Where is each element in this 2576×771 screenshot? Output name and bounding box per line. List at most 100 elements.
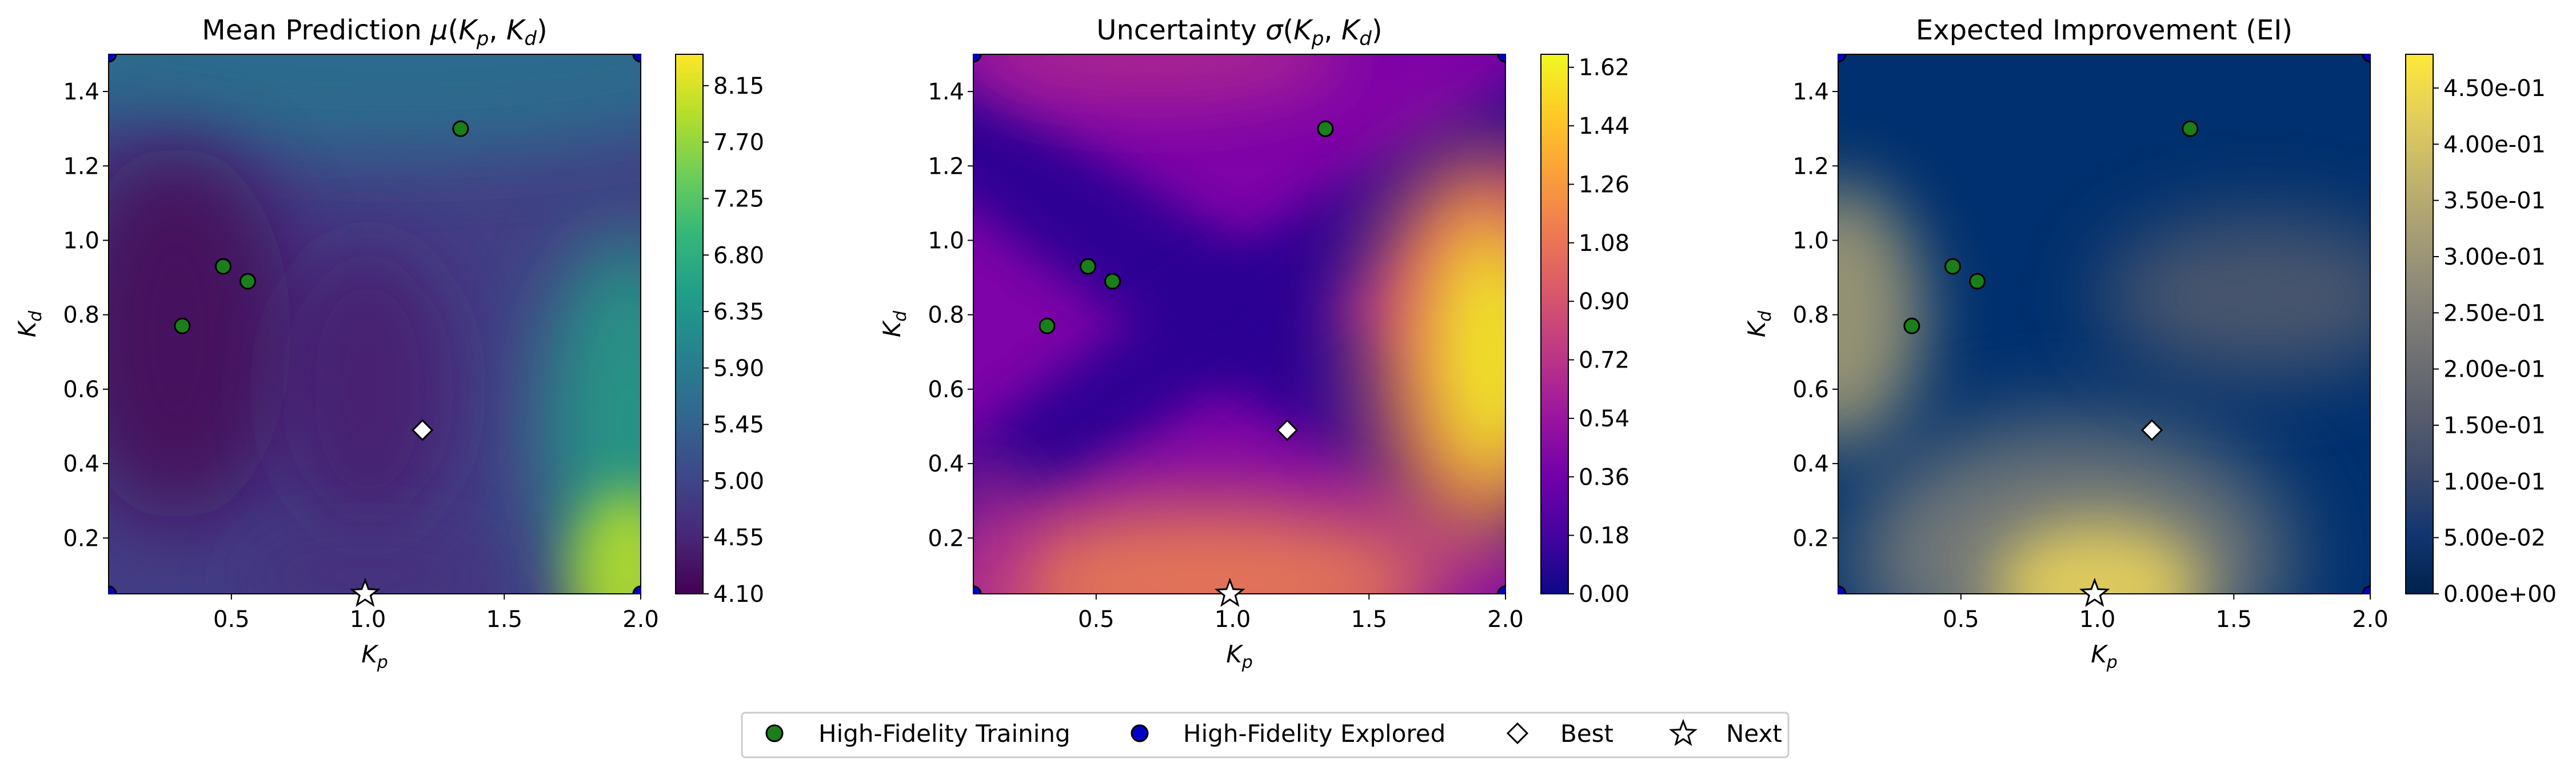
panel-2: 0.5 1.0 1.5 2.0 0.2 0.4 0.6 0.8 1.0 1.2 1.4 Kp Kd Unc… — [878, 14, 1630, 673]
colorbar-tick-label: 6.80 — [713, 242, 764, 269]
panel-title: Uncertainty σ(Kp, Kd) — [1096, 14, 1382, 50]
panel-3: 0.5 1.0 1.5 2.0 0.2 0.4 0.6 0.8 1.0 1.2 1.4 Kp Kd Exp… — [1743, 14, 2557, 673]
y-tick-label: 1.0 — [63, 228, 99, 254]
colorbar-tick-label: 4.10 — [713, 581, 764, 608]
panel-1: 0.5 1.0 1.5 2.0 0.2 0.4 0.6 0.8 1.0 1.2 1.4 Kp Kd Mea… — [13, 14, 764, 673]
x-tick-label: 1.0 — [1215, 606, 1251, 633]
colorbar-tick-label: 0.00 — [1579, 581, 1630, 608]
colorbar-tick-label: 4.55 — [713, 525, 764, 551]
explored-point — [1838, 585, 1847, 594]
y-tick-label: 0.8 — [928, 302, 964, 329]
colorbar-gradient — [675, 54, 704, 594]
x-tick-label: 1.5 — [2215, 606, 2252, 633]
explored-point — [109, 585, 117, 594]
explored-point — [632, 54, 641, 63]
explored-point — [1497, 585, 1505, 594]
x-tick-label: 1.0 — [2079, 606, 2116, 633]
y-tick-label: 0.2 — [928, 525, 964, 552]
y-tick-labels: 0.2 0.4 0.6 0.8 1.0 1.2 1.4 — [928, 79, 973, 552]
plot-frame — [108, 54, 641, 594]
y-tick-labels: 0.2 0.4 0.6 0.8 1.0 1.2 1.4 — [63, 79, 109, 552]
training-point — [174, 317, 191, 334]
explored-point — [109, 54, 117, 63]
panel-title: Mean Prediction μ(Kp, Kd) — [202, 14, 547, 50]
colorbar-tick-label: 5.00 — [713, 468, 764, 494]
next-point — [1214, 577, 1245, 607]
colorbar-tick-label: 1.44 — [1579, 113, 1630, 139]
training-point — [239, 273, 256, 290]
y-tick-label: 1.2 — [928, 153, 964, 179]
y-tick-labels: 0.2 0.4 0.6 0.8 1.0 1.2 1.4 — [1792, 79, 1838, 552]
explored-point — [2362, 54, 2370, 63]
explored-point — [2362, 585, 2370, 594]
legend-label-explored: High-Fidelity Explored — [1183, 720, 1445, 748]
training-point — [2182, 120, 2199, 137]
x-tick-label: 0.5 — [213, 606, 250, 633]
x-tick-label: 1.0 — [350, 606, 386, 633]
y-tick-label: 1.4 — [63, 79, 99, 105]
colorbar-tick-label: 0.36 — [1579, 464, 1630, 490]
colorbar-tick-label: 1.50e-01 — [2443, 413, 2546, 439]
training-point — [1080, 258, 1097, 275]
markers — [109, 54, 641, 594]
explored-point — [973, 54, 982, 63]
legend-label-training: High-Fidelity Training — [818, 720, 1071, 748]
colorbar-3: 0.00e+00 5.00e-02 1.00e-01 1.50e-01 2.00e-01… — [2405, 54, 2557, 608]
x-tick-label: 2.0 — [1487, 606, 1524, 633]
colorbar-tick-label: 1.08 — [1579, 230, 1630, 257]
plot-frame — [1838, 54, 2371, 594]
x-tick-label: 0.5 — [1078, 606, 1115, 633]
markers — [973, 54, 1505, 594]
explored-point — [1497, 54, 1505, 63]
y-tick-label: 0.8 — [63, 302, 99, 329]
colorbar-tick-label: 0.18 — [1579, 523, 1630, 549]
x-axis-label: Kp — [361, 640, 388, 673]
colorbar-tick-label: 0.90 — [1579, 289, 1630, 315]
best-point — [411, 419, 434, 441]
training-point — [1317, 120, 1334, 137]
colorbar-tick-label: 2.00e-01 — [2443, 357, 2546, 383]
markers — [1838, 54, 2370, 594]
colorbar-gradient — [2405, 54, 2434, 594]
y-tick-label: 0.2 — [1792, 525, 1829, 552]
y-axis-label: Kd — [878, 310, 910, 338]
y-tick-label: 1.0 — [928, 228, 964, 254]
colorbar-2: 0.00 0.18 0.36 0.54 0.72 0.90 1.08 1.26 1.44 1.62 — [1540, 54, 1630, 608]
legend: High-Fidelity Training High-Fidelity Exp… — [741, 712, 1790, 758]
colorbar-tick-label: 1.26 — [1579, 171, 1630, 198]
legend-marker-best — [1506, 722, 1529, 745]
legend-marker-next — [1669, 718, 1698, 746]
colorbar-tick-label: 0.72 — [1579, 347, 1630, 374]
explored-point — [973, 585, 982, 594]
training-point — [1039, 317, 1056, 334]
training-point — [1944, 258, 1962, 275]
x-tick-label: 2.0 — [622, 606, 659, 633]
training-point — [215, 258, 232, 275]
plot-frame — [973, 54, 1506, 594]
legend-marker-explored — [1131, 724, 1149, 742]
next-point — [349, 577, 381, 607]
colorbar-tick-label: 6.35 — [713, 299, 764, 325]
y-tick-label: 0.8 — [1792, 302, 1829, 329]
colorbar-tick-label: 5.90 — [713, 355, 764, 382]
y-axis-label: Kd — [1743, 310, 1775, 338]
heatmap-1 — [109, 54, 641, 594]
x-tick-label: 0.5 — [1943, 606, 1979, 633]
colorbar-tick-label: 8.15 — [713, 73, 764, 99]
y-tick-label: 0.6 — [1792, 377, 1829, 403]
best-point — [1276, 419, 1299, 441]
best-point — [2140, 419, 2163, 441]
panel-title: Expected Improvement (EI) — [1916, 14, 2293, 46]
y-tick-label: 0.4 — [928, 451, 964, 477]
colorbar-tick-label: 3.50e-01 — [2443, 188, 2546, 214]
colorbar-tick-label: 2.50e-01 — [2443, 300, 2546, 326]
legend-marker-training — [765, 724, 784, 742]
training-point — [1968, 273, 1986, 290]
y-axis-label: Kd — [13, 310, 46, 338]
y-tick-label: 0.6 — [63, 377, 99, 403]
x-tick-label: 1.5 — [1351, 606, 1387, 633]
colorbar-tick-label: 4.00e-01 — [2443, 131, 2546, 158]
colorbar-gradient — [1540, 54, 1569, 594]
training-point — [1903, 317, 1920, 334]
y-tick-label: 0.6 — [928, 377, 964, 403]
